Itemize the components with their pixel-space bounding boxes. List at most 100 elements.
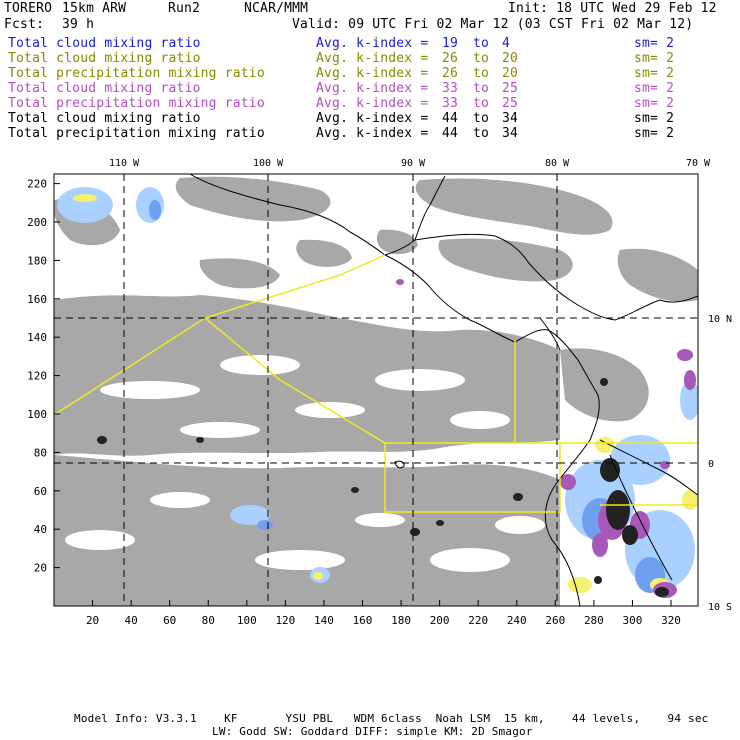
x-tick-label: 240 [507, 614, 527, 627]
legend-row-1-k-index-from: 26 [442, 51, 459, 66]
legend-row-2-field-name: Total precipitation mixing ratio [8, 66, 265, 81]
fcst-label: Fcst: [4, 17, 45, 32]
legend-row-4-k-index-label: Avg. k-index = [316, 96, 429, 111]
legend-row-6-smoothing-value: sm= 2 [634, 126, 675, 141]
x-tick-label: 260 [545, 614, 565, 627]
legend-row-5-smoothing-value: sm= 2 [634, 111, 675, 126]
legend-row-1-k-index-to: 20 [502, 51, 519, 66]
lat-label-10n: 10 N [708, 314, 732, 325]
legend-row-0-smoothing-value: sm= 2 [634, 36, 675, 51]
legend-row-3-k-index-to-word: to [473, 81, 490, 96]
legend-row-3-k-index-to: 25 [502, 81, 519, 96]
legend-row-4-k-index-to: 25 [502, 96, 519, 111]
legend-row-1-k-index-to-word: to [473, 51, 490, 66]
latitude-labels: 10 N 0 10 S [708, 314, 732, 613]
legend-row-1-smoothing-value: sm= 2 [634, 51, 675, 66]
model-info-line1: Model Info: V3.3.1 KF YSU PBL WDM 6class… [74, 712, 709, 725]
latlon-grid [54, 174, 698, 606]
x-tick-label: 200 [430, 614, 450, 627]
legend-row-5-k-index-label: Avg. k-index = [316, 111, 429, 126]
x-tick-label: 220 [468, 614, 488, 627]
y-tick-label: 20 [34, 562, 47, 575]
legend-row-4-k-index-to-word: to [473, 96, 490, 111]
domain-boundaries [54, 254, 698, 513]
legend-row-6-k-index-to: 34 [502, 126, 519, 141]
valid-time: Valid: 09 UTC Fri 02 Mar 12 (03 CST Fri … [292, 17, 694, 32]
x-axis-labels: 20 40 60 80 100 120 140 160 180 200 220 240 260 280 30… [86, 614, 681, 627]
legend-row-5-k-index-from: 44 [442, 111, 459, 126]
cloud-gaps [65, 355, 545, 572]
y-axis-labels: 220 200 180 160 140 120 100 80 60 40 20 [27, 178, 47, 575]
lon-label-70w: 70 W [686, 158, 711, 169]
x-tick-label: 120 [275, 614, 295, 627]
lon-label-110w: 110 W [109, 158, 140, 169]
legend-row-3-k-index-label: Avg. k-index = [316, 81, 429, 96]
x-axis-ticks [92, 600, 672, 606]
legend-row-6-k-index-to-word: to [473, 126, 490, 141]
legend-row-2-smoothing-value: sm= 2 [634, 66, 675, 81]
legend-row-0-k-index-from: 19 [442, 36, 459, 51]
fcst-value: 39 h [62, 17, 95, 32]
x-tick-label: 20 [86, 614, 99, 627]
legend-row-0-k-index-to-word: to [473, 36, 490, 51]
y-tick-label: 160 [27, 293, 47, 306]
y-tick-label: 140 [27, 331, 47, 344]
y-tick-label: 120 [27, 370, 47, 383]
lat-label-10s: 10 S [708, 602, 732, 613]
legend-row-1-field-name: Total cloud mixing ratio [8, 51, 201, 66]
legend-row-3-smoothing-value: sm= 2 [634, 81, 675, 96]
x-tick-label: 180 [391, 614, 411, 627]
x-tick-label: 60 [163, 614, 176, 627]
y-tick-label: 220 [27, 178, 47, 191]
lon-label-90w: 90 W [401, 158, 426, 169]
longitude-labels: 110 W 100 W 90 W 80 W 70 W [109, 158, 711, 169]
y-tick-label: 200 [27, 216, 47, 229]
legend-row-2-k-index-to: 20 [502, 66, 519, 81]
legend-row-0-k-index-label: Avg. k-index = [316, 36, 429, 51]
run-label: Run2 [168, 1, 201, 16]
x-tick-label: 40 [125, 614, 138, 627]
model-resolution: 15km ARW [62, 1, 127, 16]
legend-row-5-field-name: Total cloud mixing ratio [8, 111, 201, 126]
legend-row-6-field-name: Total precipitation mixing ratio [8, 126, 265, 141]
model-name: TORERO [4, 1, 53, 16]
legend-row-0-k-index-to: 4 [502, 36, 511, 51]
legend-row-0-field-name: Total cloud mixing ratio [8, 36, 201, 51]
y-tick-label: 60 [34, 485, 47, 498]
legend-row-6-k-index-from: 44 [442, 126, 459, 141]
x-tick-label: 160 [353, 614, 373, 627]
legend-row-5-k-index-to: 34 [502, 111, 519, 126]
lat-label-0: 0 [708, 459, 714, 470]
legend-row-5-k-index-to-word: to [473, 111, 490, 126]
legend-row-4-field-name: Total precipitation mixing ratio [8, 96, 265, 111]
plot-frame [53, 173, 699, 607]
legend-row-4-smoothing-value: sm= 2 [634, 96, 675, 111]
x-tick-label: 300 [623, 614, 643, 627]
legend-row-2-k-index-label: Avg. k-index = [316, 66, 429, 81]
x-tick-label: 280 [584, 614, 604, 627]
y-axis-ticks [54, 183, 60, 569]
lon-label-100w: 100 W [253, 158, 284, 169]
center-label: NCAR/MMM [244, 1, 309, 16]
y-tick-label: 40 [34, 523, 47, 536]
legend-row-1-k-index-label: Avg. k-index = [316, 51, 429, 66]
legend-row-4-k-index-from: 33 [442, 96, 459, 111]
precip-field-black [97, 378, 669, 597]
x-tick-label: 100 [237, 614, 257, 627]
legend-row-6-k-index-label: Avg. k-index = [316, 126, 429, 141]
y-tick-label: 100 [27, 408, 47, 421]
coastlines [189, 174, 698, 606]
legend-row-3-field-name: Total cloud mixing ratio [8, 81, 201, 96]
legend-row-2-k-index-to-word: to [473, 66, 490, 81]
legend-row-2-k-index-from: 26 [442, 66, 459, 81]
init-time: Init: 18 UTC Wed 29 Feb 12 [508, 1, 717, 16]
x-tick-label: 80 [202, 614, 215, 627]
x-tick-label: 320 [661, 614, 681, 627]
y-tick-label: 80 [34, 446, 47, 459]
lon-label-80w: 80 W [545, 158, 570, 169]
model-info-line2: LW: Godd SW: Goddard DIFF: simple KM: 2D… [212, 725, 533, 738]
x-tick-label: 140 [314, 614, 334, 627]
y-tick-label: 180 [27, 254, 47, 267]
legend-row-3-k-index-from: 33 [442, 81, 459, 96]
